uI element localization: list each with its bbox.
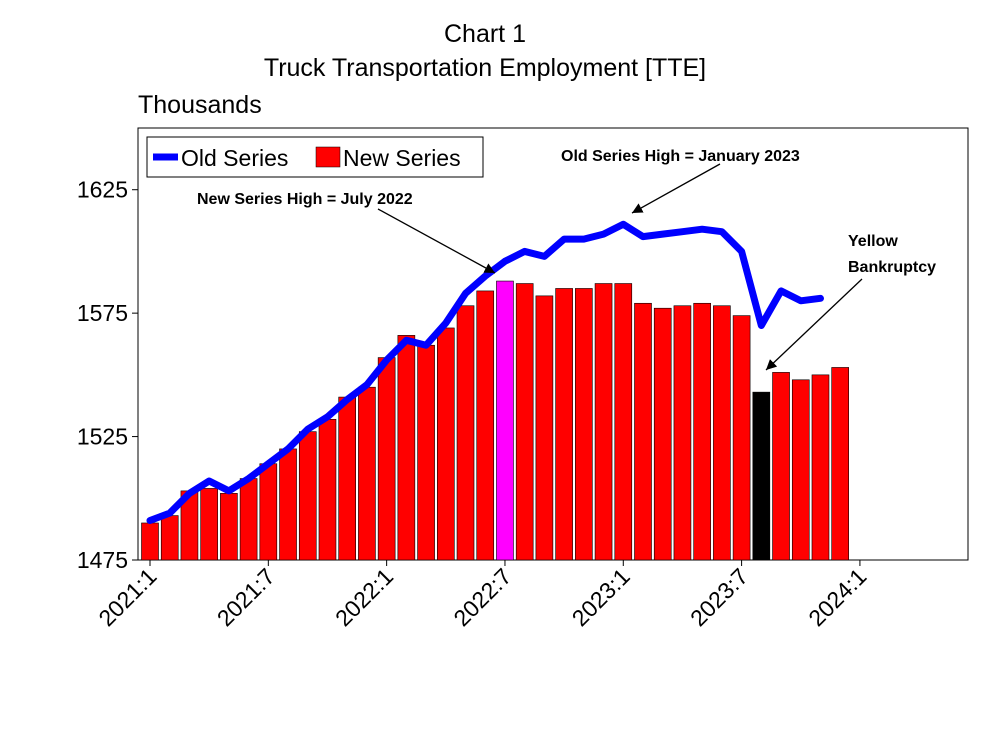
bar	[338, 396, 357, 561]
bar	[259, 463, 278, 561]
y-tick-label: 1475	[77, 547, 128, 573]
bar	[791, 379, 810, 561]
annotation: Old Series High = January 2023	[561, 148, 800, 165]
x-tick-label: 2024:1	[803, 563, 871, 631]
legend-label: New Series	[343, 145, 461, 171]
annotation-arrow	[631, 163, 721, 214]
bar	[436, 327, 455, 561]
x-tick-label: 2021:1	[93, 563, 161, 631]
bar	[653, 307, 672, 561]
bar	[417, 344, 435, 561]
bar	[220, 493, 238, 561]
bar	[141, 522, 159, 561]
bar	[160, 515, 179, 561]
bar	[693, 302, 711, 561]
bar	[614, 283, 633, 561]
x-tick-label: 2021:7	[212, 563, 280, 631]
annotation: Yellow	[848, 233, 898, 250]
bar	[496, 280, 514, 561]
bar	[200, 488, 218, 561]
y-tick-label: 1625	[77, 177, 128, 203]
x-tick-label: 2023:1	[567, 563, 635, 631]
bar	[377, 357, 396, 561]
bar	[279, 448, 297, 561]
x-tick-label: 2023:7	[685, 563, 753, 631]
y-tick-label: 1575	[77, 300, 128, 326]
x-tick-label: 2022:7	[448, 563, 516, 631]
bar	[772, 372, 790, 561]
chart-subtitle: Truck Transportation Employment [TTE]	[264, 54, 706, 82]
bar	[298, 431, 317, 561]
annotation: New Series High = July 2022	[197, 191, 413, 208]
bar	[634, 302, 652, 561]
line	[146, 220, 824, 525]
legend-box	[146, 136, 484, 178]
bar	[535, 295, 554, 561]
bar	[594, 283, 613, 561]
legend: Old Series New Series	[146, 136, 484, 178]
legend-label: Old Series	[181, 145, 288, 171]
bar	[713, 305, 731, 561]
bar	[555, 288, 573, 561]
bar	[673, 305, 692, 561]
bar	[811, 374, 830, 561]
annotations: New Series High = July 2022 Old Series H…	[197, 148, 936, 371]
bar	[456, 305, 475, 561]
bar	[318, 418, 337, 561]
y-tick-label: 1525	[77, 424, 128, 450]
y-axis-label: Thousands	[138, 91, 262, 119]
legend-swatch	[315, 146, 341, 168]
bar	[752, 391, 771, 561]
annotation-arrow	[377, 208, 496, 274]
bar	[358, 386, 376, 561]
chart-title: Chart 1	[444, 20, 526, 48]
bar	[575, 288, 593, 561]
bar	[831, 367, 850, 561]
annotation: Bankruptcy	[848, 259, 936, 276]
annotation-arrow	[765, 278, 863, 371]
bar	[515, 283, 534, 561]
bar	[732, 315, 751, 561]
bar	[239, 478, 258, 561]
x-tick-label: 2022:1	[330, 563, 398, 631]
bar	[476, 290, 495, 561]
marks	[141, 220, 850, 561]
bar	[397, 335, 416, 561]
